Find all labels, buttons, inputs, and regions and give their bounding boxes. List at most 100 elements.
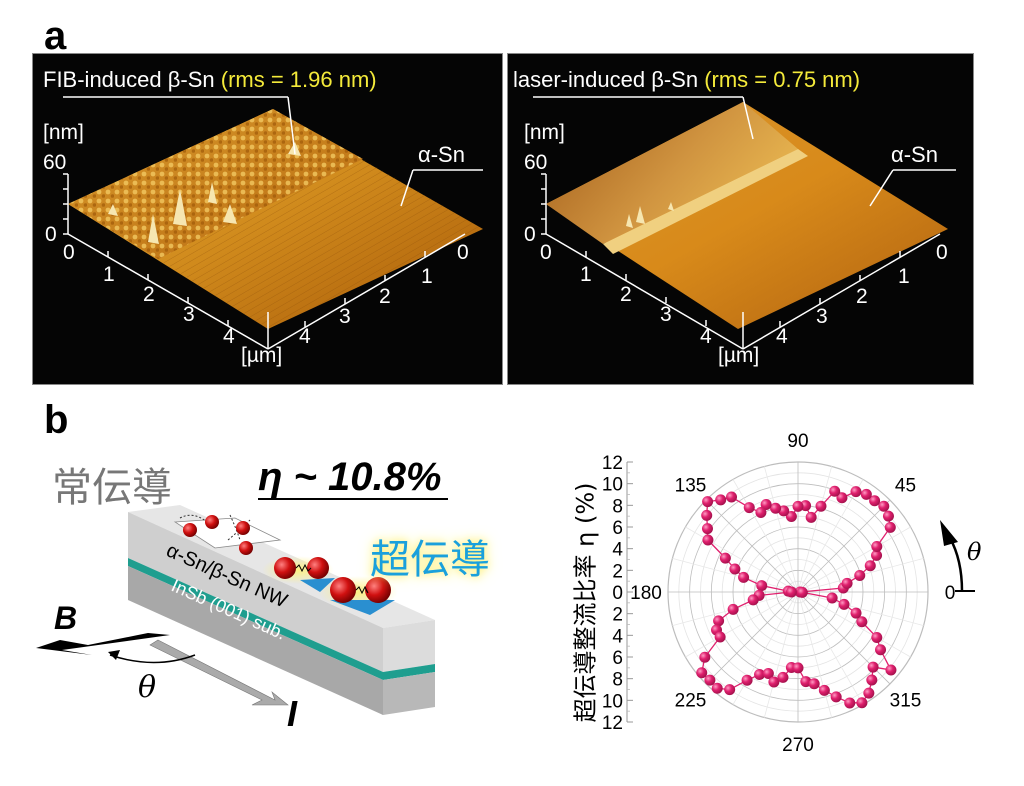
data-point [701,523,713,535]
polar-angle-tick-label: 225 [675,690,707,711]
polar-grid-spoke [763,591,799,718]
data-point [863,687,875,699]
supercurrent-arrow-icon [330,600,395,615]
radial-axis-tick-label: 8 [612,670,623,691]
theta-indicator-label: θ [967,538,982,566]
polar-grid-spoke [797,591,833,718]
afm-fib-z-max: 60 [43,151,67,174]
data-point [856,697,868,709]
polar-angle-tick-label: 90 [787,431,808,452]
theta-indicator-arrow-icon [940,520,958,546]
data-point [726,491,738,503]
data-point [836,492,848,504]
afm-laser-x-tick: 1 [580,263,592,286]
polar-grid-spoke [732,591,799,705]
data-point [768,676,780,688]
polar-y-label: 超伝導整流比率 η (%) [571,482,600,723]
radial-axis-tick-label: 6 [612,648,623,669]
data-point [796,586,808,598]
eta-value-label: η ~ 10.8% [258,455,442,499]
radial-axis-tick-label: 10 [602,691,623,712]
afm-fib-x-tick: 1 [103,263,115,286]
data-point [866,674,878,686]
afm-fib-xy-unit: [µm] [241,344,283,367]
afm-laser-z-min: 0 [524,223,536,246]
polar-angle-tick-label: 0 [945,583,956,604]
theta-label: θ [138,670,157,705]
data-point [841,577,853,589]
data-point [696,667,708,679]
data-point [815,500,827,512]
cooper-pair-electron-icon [330,577,356,603]
panel-b-letter: b [44,398,69,442]
polar-grid-spoke [672,557,799,593]
afm-laser-z-unit: [nm] [524,121,565,144]
data-point [854,569,866,581]
data-point [869,495,881,507]
data-point [702,534,714,546]
afm-fib-z-min: 0 [45,223,57,246]
cooper-pair-electron-icon [307,557,329,579]
afm-laser-z-max: 60 [524,151,548,174]
data-point [777,671,789,683]
afm-laser-x-tick: 0 [540,241,552,264]
radial-axis-tick-label: 12 [602,713,623,734]
data-point [714,631,726,643]
data-point [844,697,856,709]
afm-laser-y-tick: 0 [936,241,948,264]
afm-fib-title: FIB-induced β-Sn (rms = 1.96 nm) [43,69,377,91]
data-point [882,510,894,522]
data-point [738,571,750,583]
data-point [724,684,736,696]
polar-grid-spoke [797,591,911,658]
afm-laser-xy-unit: [µm] [718,344,760,367]
panel-a-letter: a [44,14,67,58]
afm-fib-y-tick: 2 [379,285,391,308]
polar-angle-tick-label: 45 [895,476,916,497]
data-point [818,684,830,696]
afm-laser-title-text: laser-induced β-Sn [513,67,699,92]
data-point [871,549,883,561]
afm-laser-x-tick: 4 [700,325,712,348]
data-point [713,615,725,627]
data-point [875,644,887,656]
data-point [770,502,782,514]
radial-axis-tick-label: 4 [612,626,623,647]
data-point [860,488,872,500]
afm-surface-laser [533,96,956,350]
afm-laser-y-tick: 1 [898,265,910,288]
radial-axis-tick-label: 10 [602,475,623,496]
data-point [805,511,817,523]
afm-fib-rms: (rms = 1.96 nm) [220,67,377,92]
electron-icon [183,523,197,537]
data-point [838,598,850,610]
data-point [704,674,716,686]
radial-axis-tick-label: 12 [602,453,623,474]
data-point [871,541,883,552]
magnetic-field-arrow-icon [36,633,170,655]
polar-angle-tick-label: 270 [782,735,814,756]
polar-grid-spoke [797,466,833,593]
data-point [871,632,883,643]
nanowire-front-face [128,512,383,672]
afm-laser-y-tick: 4 [776,325,788,348]
polar-grid-spoke [732,479,799,593]
electron-icon [205,515,219,529]
current-label: I [287,693,298,734]
electron-icon [236,521,250,535]
polar-angle-tick-label: 180 [630,583,662,604]
cooper-pair-electron-icon [274,557,296,579]
data-point [760,498,772,510]
afm-laser-y-tick: 2 [856,285,868,308]
data-point [727,603,739,615]
data-point [786,586,797,598]
data-point [719,552,731,564]
data-point [808,678,820,690]
eta-underline [258,498,448,500]
afm-laser-y-tick: 3 [816,305,828,328]
data-point [756,580,768,592]
polar-angle-tick-label: 315 [890,690,922,711]
afm-fib-y-tick: 0 [457,241,469,264]
data-point [715,494,727,506]
data-point [878,500,890,512]
